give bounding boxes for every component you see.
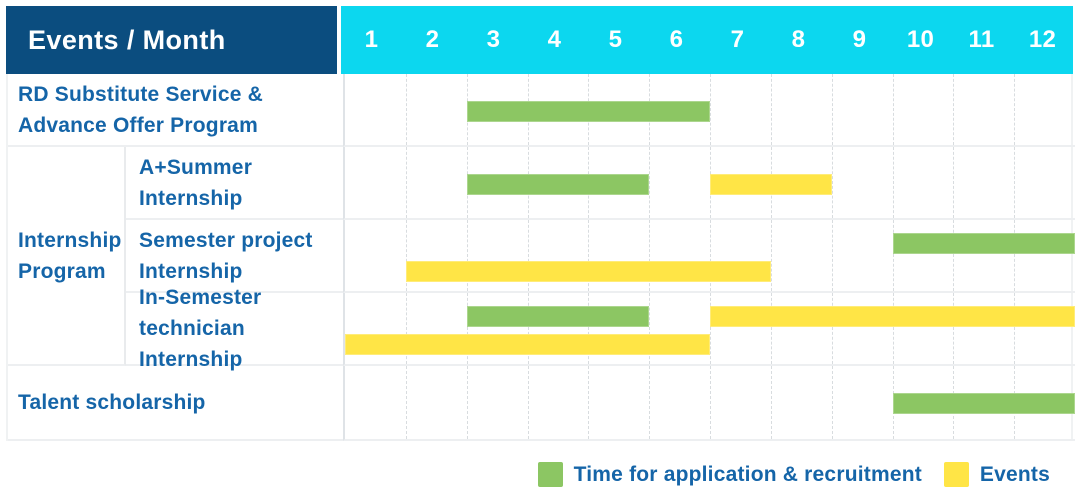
month-gridline xyxy=(892,74,894,145)
month-gridline xyxy=(770,293,772,364)
month-gridline xyxy=(405,366,407,439)
month-gridline xyxy=(466,366,468,439)
month-label-4: 4 xyxy=(547,26,562,53)
row-label-a-summer-internship: A+Summer Internship xyxy=(126,147,343,220)
month-label-10: 10 xyxy=(906,26,935,53)
gantt-bar-application xyxy=(466,174,650,195)
month-gridline xyxy=(466,220,468,291)
table-header-row: Events / Month 1 2 3 4 5 6 7 8 9 10 11 12 xyxy=(6,6,1073,74)
month-gridline xyxy=(588,220,590,291)
gantt-table: Events / Month 1 2 3 4 5 6 7 8 9 10 11 12 RD Substi… xyxy=(6,6,1075,441)
month-gridline xyxy=(588,293,590,364)
month-gridline xyxy=(710,220,711,291)
gantt-bar-application xyxy=(892,233,1075,254)
month-gridline xyxy=(770,220,772,291)
month-gridline xyxy=(710,74,711,145)
month-gridline xyxy=(405,220,407,291)
legend-swatch-green-icon xyxy=(537,462,563,487)
month-gridline xyxy=(466,293,468,364)
table-body: RD Substitute Service & Advance Offer Pr… xyxy=(6,74,1075,441)
month-gridline xyxy=(405,147,407,218)
month-label-11: 11 xyxy=(968,26,995,53)
month-gridline xyxy=(953,147,955,218)
month-gridline xyxy=(953,293,955,364)
gantt-bar-events xyxy=(405,261,771,282)
month-gridline xyxy=(892,293,894,364)
month-label-2: 2 xyxy=(425,26,440,53)
row-label-in-semester-technician-internship: In-Semester technician Internship xyxy=(126,286,343,371)
month-gridline xyxy=(892,147,894,218)
month-gridline xyxy=(527,293,529,364)
month-gridline xyxy=(649,147,651,218)
month-label-8: 8 xyxy=(791,26,806,53)
header-events-month-cell: Events / Month xyxy=(6,6,337,74)
month-label-5: 5 xyxy=(608,26,623,53)
timeline-cell-rd-substitute xyxy=(343,74,1075,147)
month-gridline xyxy=(1014,293,1016,364)
month-label-12: 12 xyxy=(1028,26,1057,53)
month-gridline xyxy=(405,74,407,145)
gantt-bar-application xyxy=(466,306,650,327)
header-title: Events / Month xyxy=(28,24,226,55)
timeline-cell-semester-project-internship xyxy=(343,220,1075,293)
row-label-rd-substitute: RD Substitute Service & Advance Offer Pr… xyxy=(8,74,343,147)
timeline-cell-talent-scholarship xyxy=(343,366,1075,441)
month-gridline xyxy=(405,293,407,364)
row-label-talent-scholarship: Talent scholarship xyxy=(8,366,343,441)
month-gridline xyxy=(649,220,651,291)
month-gridline xyxy=(710,366,711,439)
month-gridline xyxy=(953,74,955,145)
month-gridline xyxy=(892,220,894,291)
month-gridline xyxy=(649,366,651,439)
month-gridline xyxy=(831,366,833,439)
timeline-cell-in-semester-technician-internship xyxy=(343,293,1075,366)
month-gridline xyxy=(1014,74,1016,145)
month-label-9: 9 xyxy=(852,26,867,53)
month-gridline xyxy=(588,366,590,439)
legend-label-events: Events xyxy=(979,462,1050,486)
month-label-1: 1 xyxy=(364,26,379,53)
month-gridline xyxy=(527,220,529,291)
month-label-6: 6 xyxy=(669,26,684,53)
group-label-internship-program: Internship Program xyxy=(8,147,126,366)
month-gridline xyxy=(831,293,833,364)
month-gridline xyxy=(710,293,711,364)
month-gridline xyxy=(1014,147,1016,218)
month-gridline xyxy=(831,147,833,218)
month-gridline xyxy=(649,293,651,364)
legend: Time for application & recruitment Event… xyxy=(537,462,1050,487)
gantt-bar-events xyxy=(710,306,1075,327)
gantt-bar-events xyxy=(710,174,832,195)
timeline-cell-a-summer-internship xyxy=(343,147,1075,220)
gantt-bar-events xyxy=(345,334,710,355)
month-gridline xyxy=(831,220,833,291)
month-gridline xyxy=(770,366,772,439)
gantt-bar-application xyxy=(466,101,710,122)
row-label-semester-project-internship: Semester project Internship xyxy=(126,220,343,293)
month-gridline xyxy=(770,74,772,145)
legend-swatch-yellow-icon xyxy=(943,462,969,487)
month-gridline xyxy=(1014,220,1016,291)
month-gridline xyxy=(527,366,529,439)
month-gridline xyxy=(953,220,955,291)
header-month-row: 1 2 3 4 5 6 7 8 9 10 11 12 xyxy=(341,6,1073,74)
month-label-7: 7 xyxy=(730,26,745,53)
gantt-bar-application xyxy=(892,393,1075,414)
legend-label-application: Time for application & recruitment xyxy=(573,462,922,486)
month-label-3: 3 xyxy=(486,26,501,53)
month-gridline xyxy=(831,74,833,145)
